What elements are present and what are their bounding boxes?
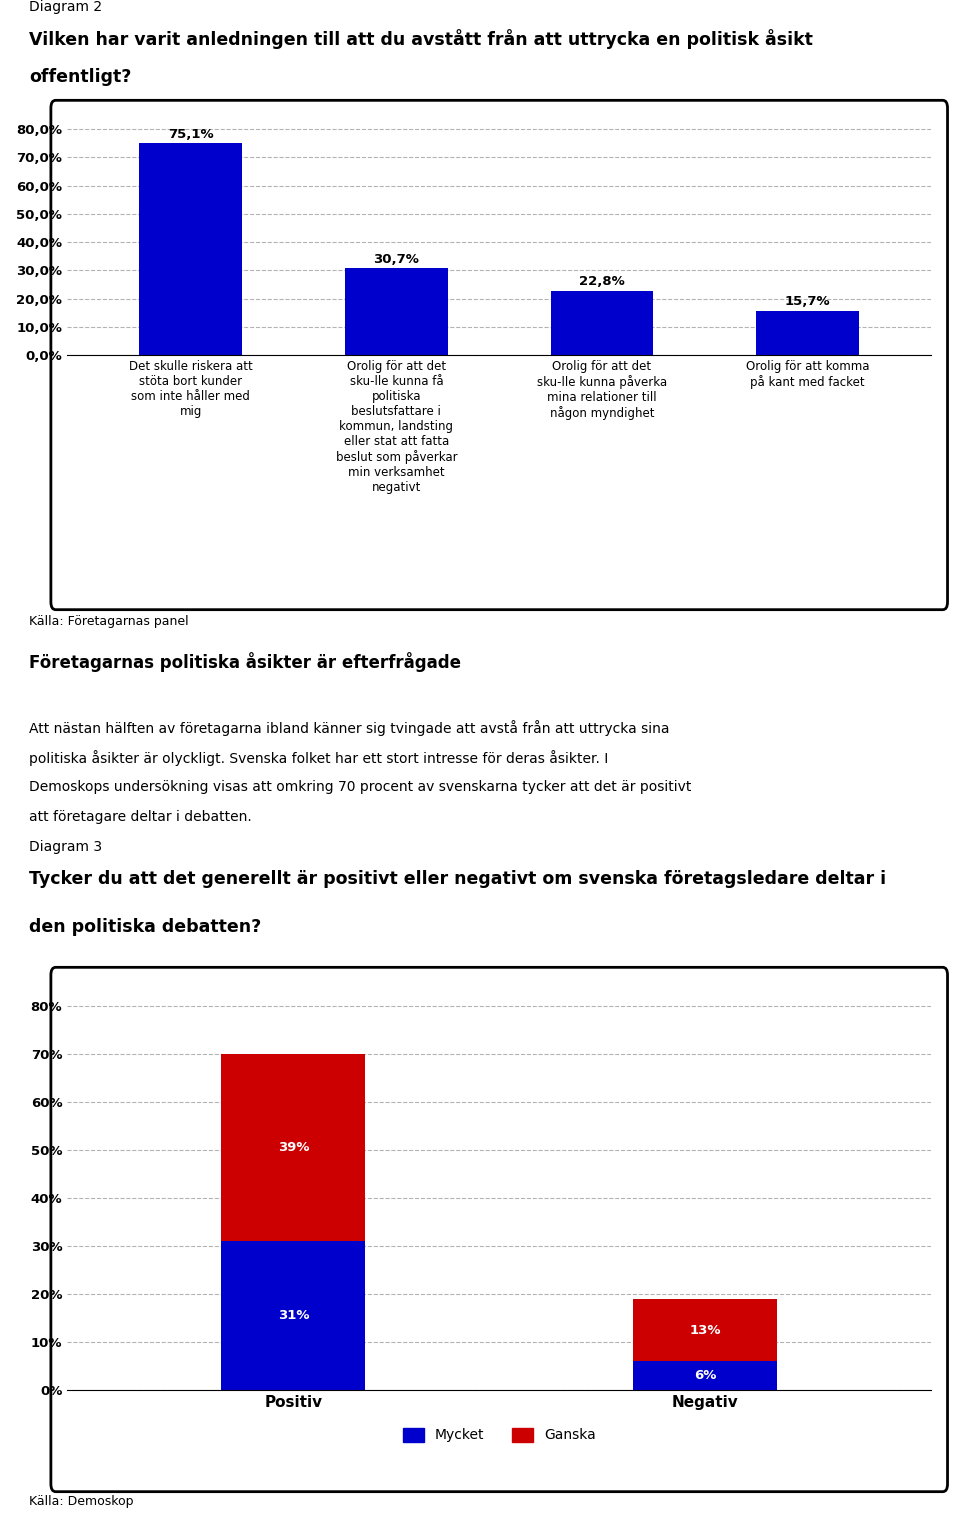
Text: Det skulle riskera att
stöta bort kunder
som inte håller med
mig: Det skulle riskera att stöta bort kunder… [129, 359, 252, 418]
Bar [222, 1055, 366, 1242]
Legend: Mycket, Ganska: Mycket, Ganska [397, 1421, 601, 1448]
Text: 6%: 6% [694, 1369, 716, 1382]
Bar [633, 1299, 777, 1362]
Text: 15,7%: 15,7% [785, 295, 830, 309]
Text: 22,8%: 22,8% [579, 275, 625, 289]
Text: Orolig för att det
sku­lle kunna påverka
mina relationer till
någon myndighet: Orolig för att det sku­lle kunna påverka… [537, 359, 667, 421]
Text: politiska åsikter är olyckligt. Svenska folket har ett stort intresse för deras : politiska åsikter är olyckligt. Svenska … [29, 751, 608, 766]
Text: 39%: 39% [277, 1141, 309, 1154]
Text: Vilken har varit anledningen till att du avstått från att uttrycka en politisk å: Vilken har varit anledningen till att du… [29, 29, 813, 49]
Bar [222, 1242, 366, 1391]
Bar [345, 269, 447, 355]
Text: Diagram 3: Diagram 3 [29, 840, 102, 853]
Text: att företagare deltar i debatten.: att företagare deltar i debatten. [29, 810, 252, 824]
Text: den politiska debatten?: den politiska debatten? [29, 918, 261, 936]
Text: offentligt?: offentligt? [29, 68, 132, 86]
Text: Källa: Demoskop: Källa: Demoskop [29, 1495, 133, 1507]
Text: 31%: 31% [277, 1309, 309, 1322]
Text: Diagram 2: Diagram 2 [29, 0, 102, 14]
Text: Källa: Företagarnas panel: Källa: Företagarnas panel [29, 614, 188, 628]
Bar [633, 1362, 777, 1391]
Text: Demoskops undersökning visas att omkring 70 procent av svenskarna tycker att det: Demoskops undersökning visas att omkring… [29, 780, 691, 794]
Text: Tycker du att det generellt är positivt eller negativt om svenska företagsledare: Tycker du att det generellt är positivt … [29, 870, 886, 887]
Bar [756, 310, 859, 355]
Text: Att nästan hälften av företagarna ibland känner sig tvingade att avstå från att : Att nästan hälften av företagarna ibland… [29, 720, 669, 735]
Text: 13%: 13% [689, 1323, 721, 1337]
Text: Företagarnas politiska åsikter är efterfrågade: Företagarnas politiska åsikter är efterf… [29, 652, 461, 672]
Text: Orolig för att komma
på kant med facket: Orolig för att komma på kant med facket [746, 359, 870, 388]
Text: Orolig för att det
sku­lle kunna få
politiska
beslutsfattare i
kommun, landsting: Orolig för att det sku­lle kunna få poli… [336, 359, 457, 494]
Text: 75,1%: 75,1% [168, 127, 213, 141]
Text: 30,7%: 30,7% [373, 253, 420, 266]
Bar [551, 290, 654, 355]
Bar [139, 143, 242, 355]
